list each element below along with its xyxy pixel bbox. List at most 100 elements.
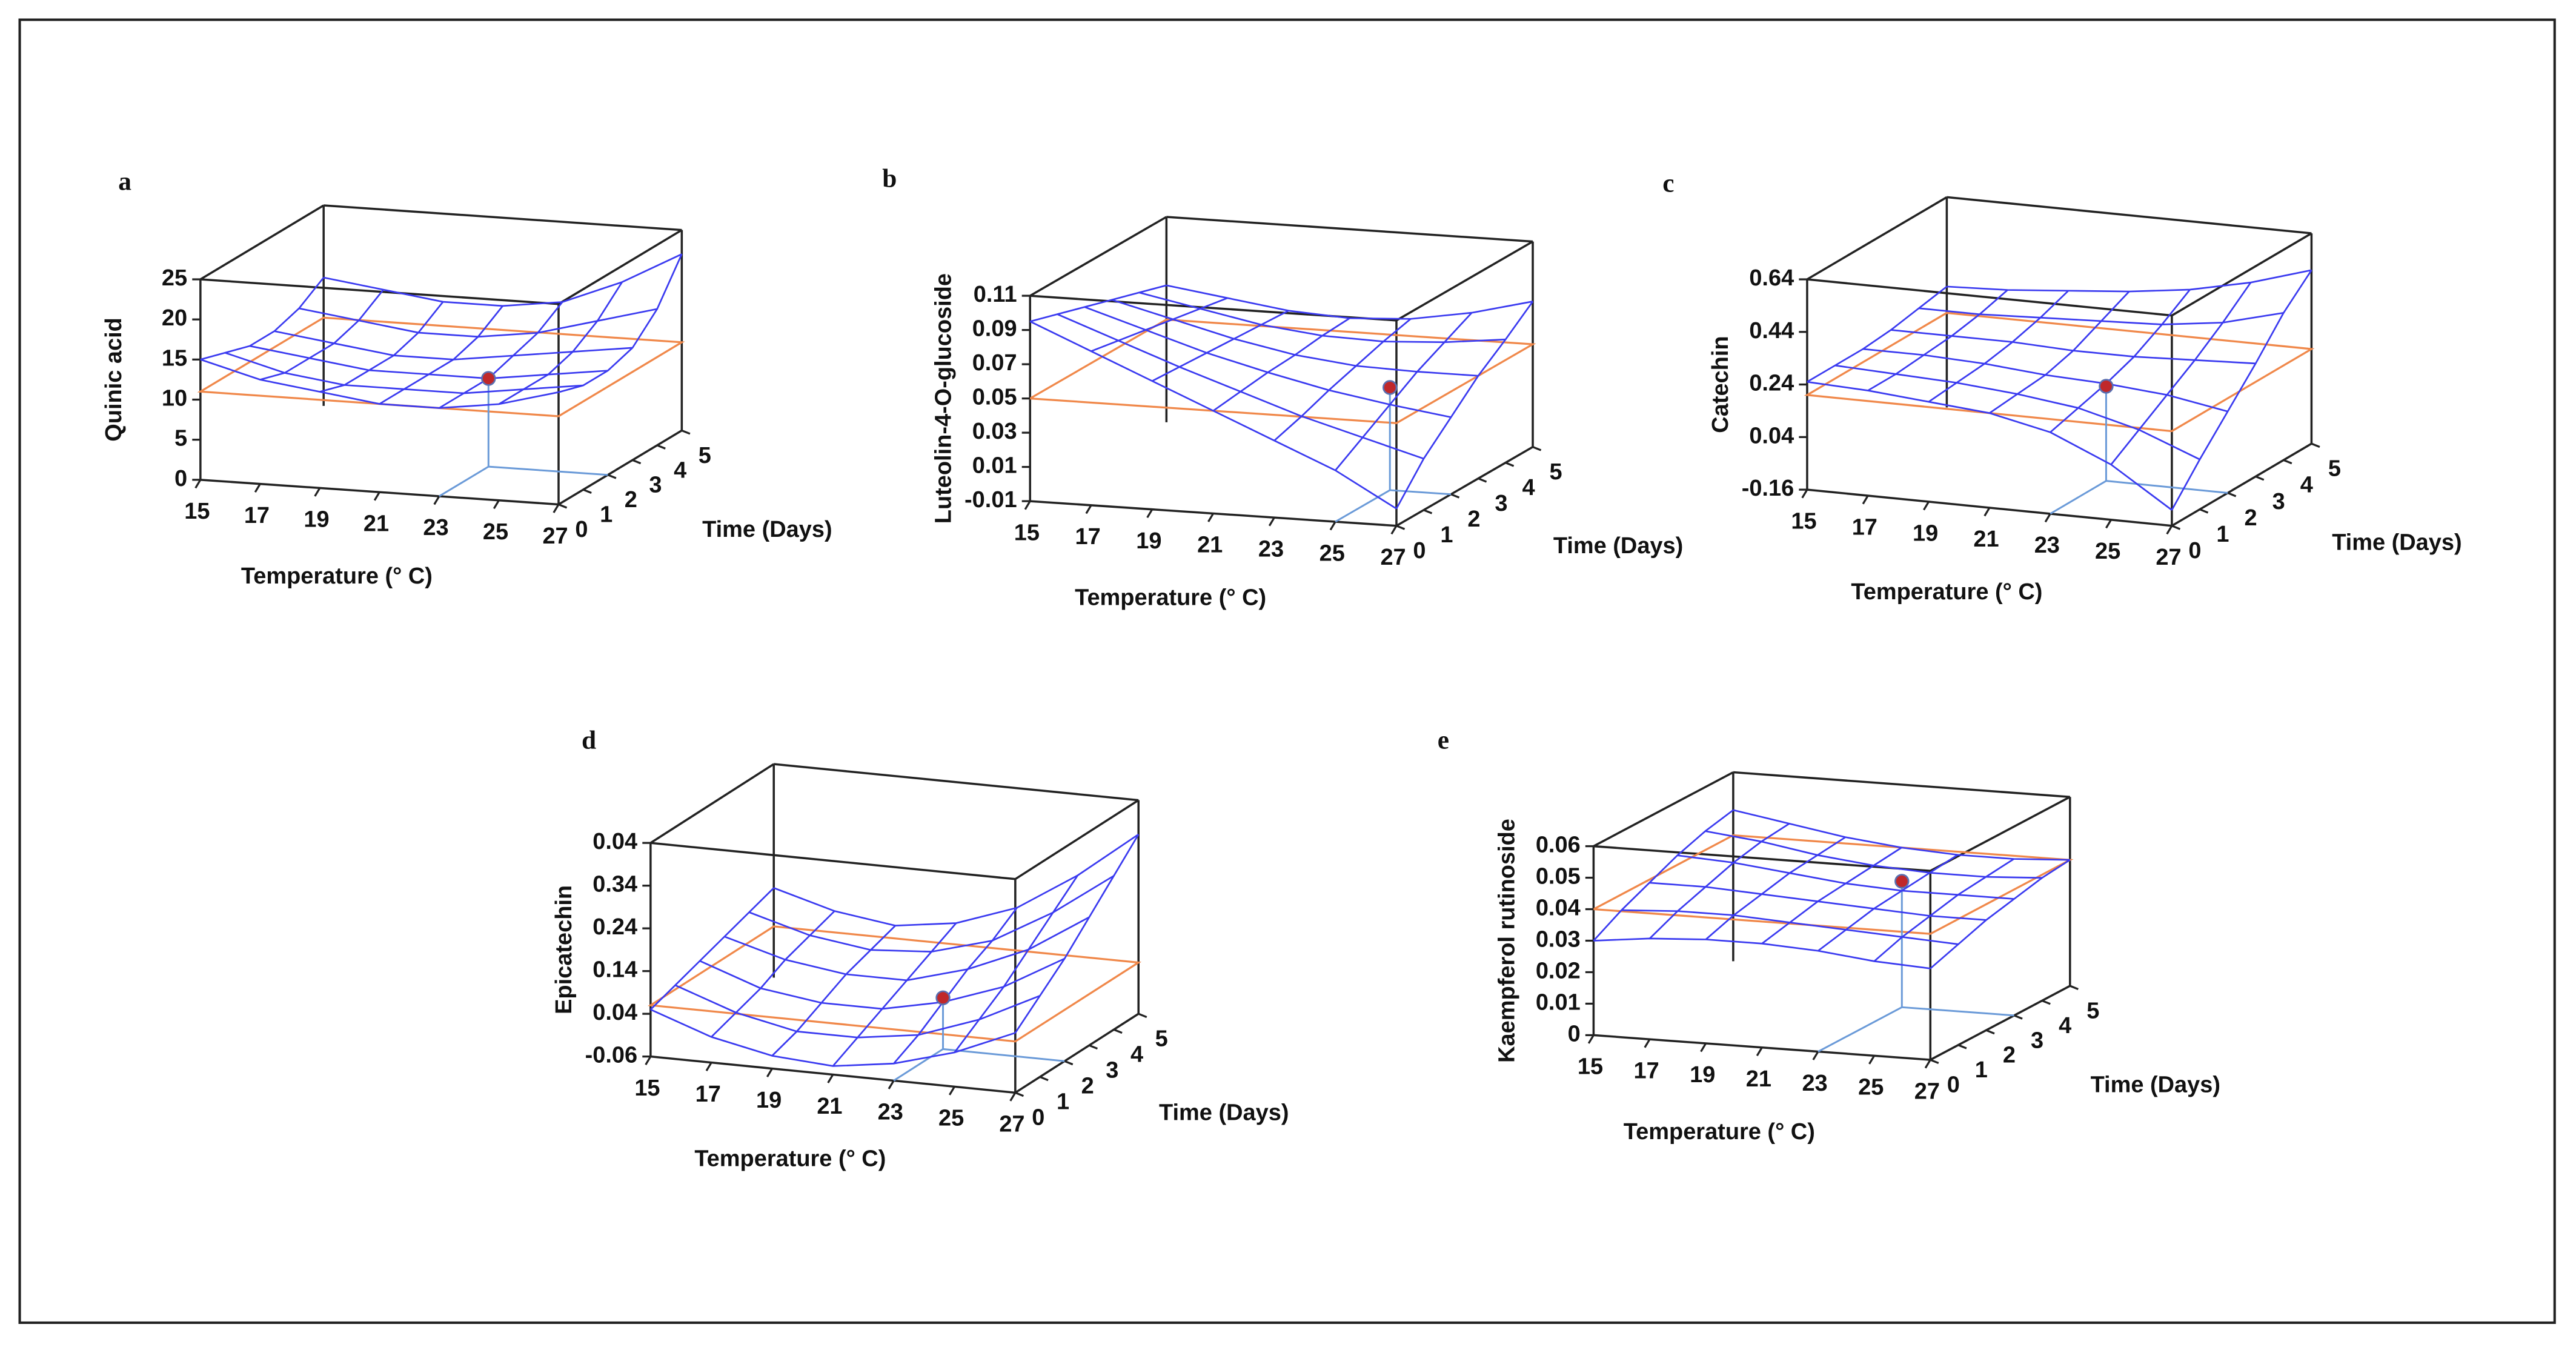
y-tick-label: 3 xyxy=(649,473,662,498)
x-tick-label: 27 xyxy=(999,1112,1024,1137)
z-axis-title: Catechin xyxy=(1708,336,1733,433)
z-tick-label: 0.05 xyxy=(972,385,1017,410)
x-tick-label: 21 xyxy=(817,1094,842,1119)
box-edge xyxy=(1947,196,2312,234)
z-tick-label: -0.06 xyxy=(585,1043,638,1068)
y-tick-label: 4 xyxy=(2059,1013,2071,1039)
x-tick xyxy=(766,1068,773,1077)
y-tick-label: 0 xyxy=(2188,538,2201,564)
y-tick xyxy=(1930,1059,1939,1065)
y-tick-label: 1 xyxy=(1440,522,1453,548)
y-tick xyxy=(657,444,666,450)
z-tick-label: 0.04 xyxy=(1749,423,1794,448)
z-tick-label: 15 xyxy=(162,345,187,371)
panel-label: e xyxy=(1438,726,1449,755)
x-tick-label: 21 xyxy=(1746,1066,1771,1092)
z-tick-label: 0.03 xyxy=(972,419,1017,444)
y-tick-label: 5 xyxy=(2086,998,2099,1023)
x-tick xyxy=(373,491,380,501)
x-tick-label: 19 xyxy=(1690,1062,1715,1088)
optimum-plane xyxy=(1026,318,1536,424)
x-tick-label: 23 xyxy=(423,515,448,540)
y-tick xyxy=(1039,1076,1049,1082)
z-tick-label: 0 xyxy=(174,466,187,491)
x-tick-label: 23 xyxy=(878,1100,903,1125)
y-tick xyxy=(607,474,617,479)
frame xyxy=(18,18,2556,1324)
x-tick-label: 23 xyxy=(2034,533,2060,558)
y-tick-label: 2 xyxy=(1081,1074,1094,1099)
x-tick xyxy=(1983,507,1991,517)
z-tick-label: 0.64 xyxy=(1749,265,1794,291)
surface-column xyxy=(649,887,775,1011)
y-tick xyxy=(1113,1028,1123,1034)
y-tick xyxy=(1985,1029,1995,1035)
surface-column xyxy=(832,922,957,1067)
box-edge xyxy=(1014,1012,1140,1094)
x-tick xyxy=(2105,519,2112,529)
y-tick xyxy=(2283,459,2292,465)
z-tick-label: 10 xyxy=(162,386,187,411)
x-tick xyxy=(1329,521,1336,531)
box-edge xyxy=(774,763,1139,802)
x-tick-label: 15 xyxy=(1014,520,1040,545)
box-edge xyxy=(1593,771,1734,848)
x-tick xyxy=(705,1062,712,1072)
z-tick-label: 0.09 xyxy=(972,316,1017,342)
surface-column xyxy=(259,289,384,381)
y-axis-title: Time (Days) xyxy=(2332,530,2461,556)
y-axis-title: Time (Days) xyxy=(702,517,832,542)
optimum-point xyxy=(2099,379,2114,394)
surface-column xyxy=(1649,823,1790,939)
x-axis-title: Temperature (° C) xyxy=(241,564,433,589)
z-tick-label: 0.04 xyxy=(593,829,637,854)
x-tick xyxy=(1085,505,1092,514)
y-tick-label: 0 xyxy=(1947,1072,1960,1098)
y-tick-label: 5 xyxy=(1549,459,1562,485)
x-tick xyxy=(2044,513,2051,523)
floor-line xyxy=(1335,489,1390,523)
x-axis-title: Temperature (° C) xyxy=(1624,1119,1815,1145)
x-tick xyxy=(2166,525,2173,535)
surface-column xyxy=(1335,312,1473,471)
y-tick-label: 3 xyxy=(1106,1058,1118,1083)
z-tick-label: 0.14 xyxy=(593,957,637,983)
x-axis-title: Temperature (° C) xyxy=(1851,579,2042,605)
y-tick xyxy=(2070,985,2079,990)
y-tick xyxy=(1478,477,1487,483)
surface-row xyxy=(699,957,1065,1010)
x-tick xyxy=(1924,1059,1931,1069)
box-edge xyxy=(558,429,683,506)
x-tick xyxy=(1923,501,1930,511)
surface-column xyxy=(1593,809,1734,942)
z-axis-title: Epicatechin xyxy=(551,885,577,1014)
y-axis-title: Time (Days) xyxy=(1553,533,1683,559)
box-edge xyxy=(200,278,559,305)
z-tick-label: 0.07 xyxy=(972,350,1017,376)
x-tick xyxy=(1868,1055,1876,1065)
z-tick-label: 25 xyxy=(162,265,187,291)
y-tick xyxy=(2199,508,2209,514)
x-tick-label: 21 xyxy=(1197,533,1223,558)
x-tick xyxy=(1009,1092,1017,1102)
x-tick xyxy=(1146,508,1154,519)
surface-column xyxy=(1395,301,1534,510)
surface-column xyxy=(1152,310,1289,382)
floor-line xyxy=(439,465,490,497)
x-tick xyxy=(1644,1039,1651,1048)
x-tick xyxy=(827,1074,834,1083)
floor-line xyxy=(1817,1006,1902,1052)
x-tick-label: 15 xyxy=(1791,508,1816,534)
surface-column xyxy=(2110,282,2252,465)
y-tick xyxy=(2311,442,2320,448)
floor-line xyxy=(1902,1006,2014,1017)
y-axis-title: Time (Days) xyxy=(1159,1100,1289,1126)
z-tick-label: 0.24 xyxy=(1749,371,1794,396)
x-tick-label: 23 xyxy=(1258,536,1284,562)
optimum-point xyxy=(1383,380,1398,395)
optimum-point xyxy=(1894,874,1910,889)
z-tick-label: 0.06 xyxy=(1536,833,1581,858)
box-edge xyxy=(1593,845,1931,872)
y-tick xyxy=(1423,509,1433,514)
optimum-point xyxy=(935,990,951,1005)
